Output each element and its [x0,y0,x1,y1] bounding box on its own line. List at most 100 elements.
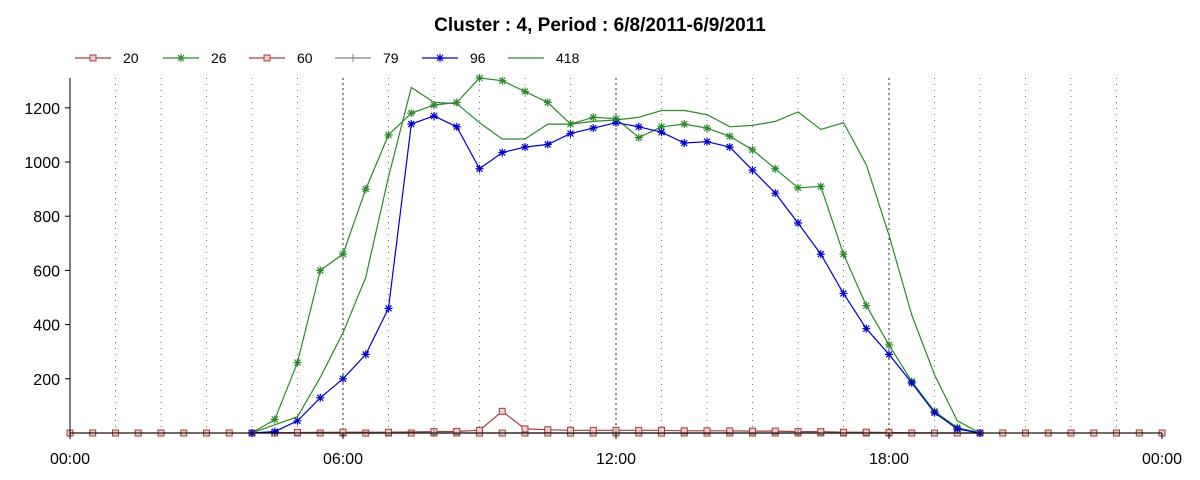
data-point [953,424,962,433]
legend-item-20: 20 [75,50,139,66]
data-point [680,139,689,148]
data-point [862,301,871,310]
legend-label: 20 [123,50,139,66]
data-point [316,266,325,275]
data-point [816,182,825,191]
legend-marker [436,54,444,62]
data-point [749,427,756,435]
data-point [361,185,370,194]
data-point [862,428,870,436]
data-point [612,118,620,127]
legend-marker [177,54,185,62]
data-point [339,374,347,383]
legend-item-26: 26 [163,50,227,66]
data-point [748,145,757,154]
legend-marker [263,54,271,62]
data-point [771,189,780,198]
data-point [635,426,643,434]
x-tick-label: 00:00 [50,451,90,468]
legend-item-79: 79 [335,50,399,66]
legend-item-418: 418 [508,50,580,66]
legend-label: 79 [383,50,399,66]
legend-item-60: 60 [249,50,313,66]
data-point [453,427,461,435]
data-point [521,425,529,433]
data-point [771,427,779,435]
data-point [703,137,711,146]
data-point [293,358,302,367]
legend-label: 418 [556,50,580,66]
y-tick-label: 1200 [24,101,60,118]
data-point [385,428,392,436]
data-point [794,183,802,192]
y-tick-label: 600 [33,263,60,280]
legend-marker [89,54,97,62]
axes: 200 400 600 800 1000 1200 00:00 06:00 12:00 18:00… [24,78,1182,468]
data-point [816,250,825,259]
chart-title: Cluster : 4, Period : 6/8/2011-6/9/2011 [434,15,766,36]
data-point [840,428,847,436]
data-point [930,408,939,417]
data-point [407,109,416,118]
data-point [839,289,848,298]
y-tick-label: 400 [33,318,60,335]
x-tick-label: 00:00 [1142,451,1182,468]
x-tick-label: 06:00 [323,451,363,468]
data-point [430,111,438,120]
data-point [544,426,552,434]
data-point [430,101,438,110]
data-point [680,120,689,129]
data-point [316,393,325,402]
data-point [498,407,506,415]
data-point [498,148,507,157]
data-point [589,113,598,122]
data-point [658,426,665,434]
data-point [839,250,848,259]
data-point [907,378,916,387]
y-tick-label: 1000 [24,155,60,172]
data-point [634,122,643,131]
data-point [589,124,598,133]
data-point [270,427,279,436]
data-point [476,426,483,434]
data-point [634,133,643,142]
y-tick-label: 200 [33,372,60,389]
data-point [339,250,347,259]
data-point [384,304,393,313]
data-point [407,120,416,129]
data-point [543,98,552,107]
series-96 [248,111,984,437]
series-418 [251,86,981,434]
data-point [270,415,279,424]
data-point [498,76,507,85]
data-point [657,128,666,137]
data-point [725,132,734,141]
data-point [885,340,893,349]
data-point [657,122,666,131]
data-point [475,164,484,173]
data-point [293,416,302,425]
data-point [361,350,370,359]
data-point [817,428,825,436]
data-point [703,427,711,435]
x-tick-label: 12:00 [596,451,636,468]
data-point [703,124,711,133]
data-point [567,426,574,434]
data-point [521,143,529,152]
legend: 20 26 60 79 96 418 [75,50,580,66]
data-point [452,98,461,107]
data-point [794,218,802,227]
data-point [885,350,893,359]
data-point [771,164,780,173]
data-point [680,427,688,435]
legend-label: 60 [297,50,313,66]
data-point [475,74,484,82]
legend-label: 26 [211,50,227,66]
data-point [725,143,734,152]
data-point [726,427,734,435]
legend-marker [349,54,357,62]
series-line-418 [251,86,981,434]
x-tick-label: 18:00 [869,451,909,468]
data-point [612,114,620,123]
grid [115,78,1117,433]
